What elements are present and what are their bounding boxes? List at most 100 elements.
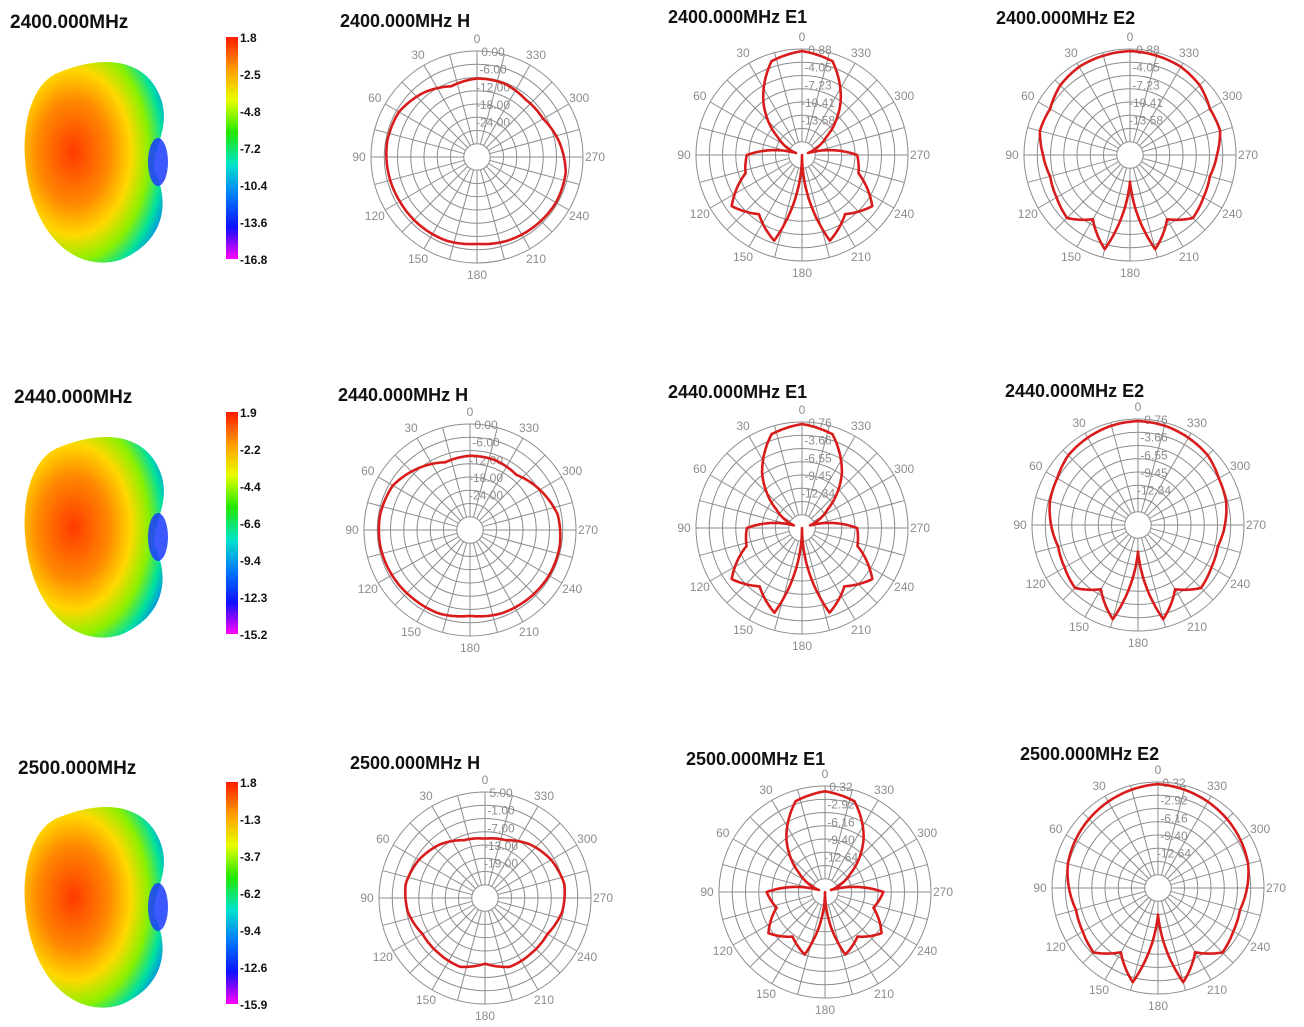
polar-angle-label: 300 [894,462,914,476]
colorbar [226,782,238,1004]
polar-radial-label: -6.16 [827,815,855,829]
colorbar-tick-label: 1.8 [240,31,257,45]
chart-title: 2500.000MHz E1 [686,749,825,769]
polar-angle-label: 330 [1179,46,1199,60]
polar-radial-label: -6.00 [479,63,507,77]
polar-grid-spoke [804,425,830,516]
chart-title: 2500.000MHz H [350,753,480,773]
colorbar-tick-label: -15.2 [240,628,268,642]
polar-grid-spoke [401,81,468,148]
polar-angle-label: 120 [358,582,378,596]
polar-grid-spoke [1062,534,1129,601]
polar-grid-spoke [808,166,856,248]
polar-grid-spoke [479,454,546,521]
polar-grid-spoke [449,169,475,260]
polar-grid-spoke [479,54,505,145]
polar-grid-spoke [1076,166,1124,248]
polar-grid-spoke [1136,62,1184,144]
polar-angle-label: 210 [851,250,871,264]
polar-grid-spoke [486,166,553,233]
polar-grid-spoke [709,161,791,209]
polar-grid-spoke [476,437,524,519]
polar-angle-label: 330 [526,48,546,62]
polar-angle-label: 0 [822,767,829,781]
polar-grid-spoke [1037,161,1119,209]
polar-angle-label: 180 [792,639,812,653]
polar-grid-spoke [1062,449,1129,516]
polar-radial-label: -13.58 [801,114,835,128]
polar-angle-label: 300 [569,91,589,105]
3d-pattern-surface [24,807,164,1008]
colorbar-tick-label: -10.4 [240,179,268,193]
polar-grid-spoke [1084,432,1132,514]
polar-angle-label: 210 [534,993,554,1007]
polar-grid-spoke [384,163,466,211]
polar-angle-label: 0 [1155,763,1162,777]
polar-grid-spoke [709,101,791,149]
colorbar-tick-label: -4.4 [240,480,261,494]
polar-radial-label: -1.00 [487,804,515,818]
polar-grid-spoke [827,789,853,880]
polar-grid-spoke [1045,471,1127,519]
polar-radial-label: 0.00 [481,45,505,59]
frequency-title: 2440.000MHz [14,387,132,408]
polar-grid-spoke [486,81,553,148]
polar-grid-spoke [1140,537,1166,628]
polar-angle-label: 90 [360,891,374,905]
polar-angle-label: 0 [1135,400,1142,414]
colorbar-tick-label: -2.5 [240,68,261,82]
polar-angle-label: 150 [408,252,428,266]
polar-grid-spoke [1037,101,1119,149]
polar-angle-label: 30 [736,46,750,60]
polar-grid-spoke [811,537,878,604]
polar-grid-spoke [1082,812,1149,879]
polar-angle-label: 0 [482,773,489,787]
frequency-title: 2400.000MHz [10,12,128,33]
polar-grid-spoke [726,79,793,146]
polar-grid-spoke [1130,785,1156,876]
polar-grid-spoke [837,894,928,920]
pattern-trace [1048,419,1228,621]
polar-angle-label: 150 [756,987,776,1001]
polar-grid-spoke [797,904,823,995]
polar-angle-label: 0 [799,403,806,417]
polar-angle-label: 330 [851,46,871,60]
polar-grid-spoke [1160,785,1186,876]
polar-angle-label: 210 [526,252,546,266]
polar-radial-label: -12.64 [1157,847,1191,861]
pattern-trace [385,77,567,246]
polar-grid-spoke [834,816,901,883]
chart-title: 2500.000MHz E2 [1020,744,1159,764]
polar-angle-label: 30 [411,48,425,62]
polar-grid-spoke [748,62,796,144]
pattern-trace [404,837,566,969]
polar-grid-spoke [1142,127,1233,153]
colorbar-tick-label: -7.2 [240,142,261,156]
polar-angle-label: 150 [733,250,753,264]
polar-angle-label: 30 [759,783,773,797]
polar-grid-spoke [382,900,473,926]
polar-grid-spoke [813,101,895,149]
colorbar-tick-label: -13.6 [240,216,268,230]
polar-grid-spoke [401,166,468,233]
polar-grid-spoke [449,54,475,145]
polar-grid-spoke [771,799,819,881]
polar-angle-label: 270 [585,150,605,164]
polar-radial-label: -4.05 [804,61,832,75]
polar-angle-label: 180 [1148,999,1168,1013]
polar-grid-spoke [472,427,498,518]
colorbar-tick-label: -4.8 [240,105,261,119]
polar-angle-label: 300 [894,89,914,103]
polar-grid-spoke [1142,157,1233,183]
polar-grid-spoke [699,530,790,556]
polar-angle-label: 330 [874,783,894,797]
polar-angle-label: 90 [345,523,359,537]
polar-radial-label: -9.40 [1160,829,1188,843]
polar-angle-label: 60 [1021,89,1035,103]
polar-angle-label: 60 [716,826,730,840]
polar-grid-spoke [1035,527,1126,553]
polar-grid-spoke [814,500,905,526]
polar-grid-spoke [1150,527,1241,553]
